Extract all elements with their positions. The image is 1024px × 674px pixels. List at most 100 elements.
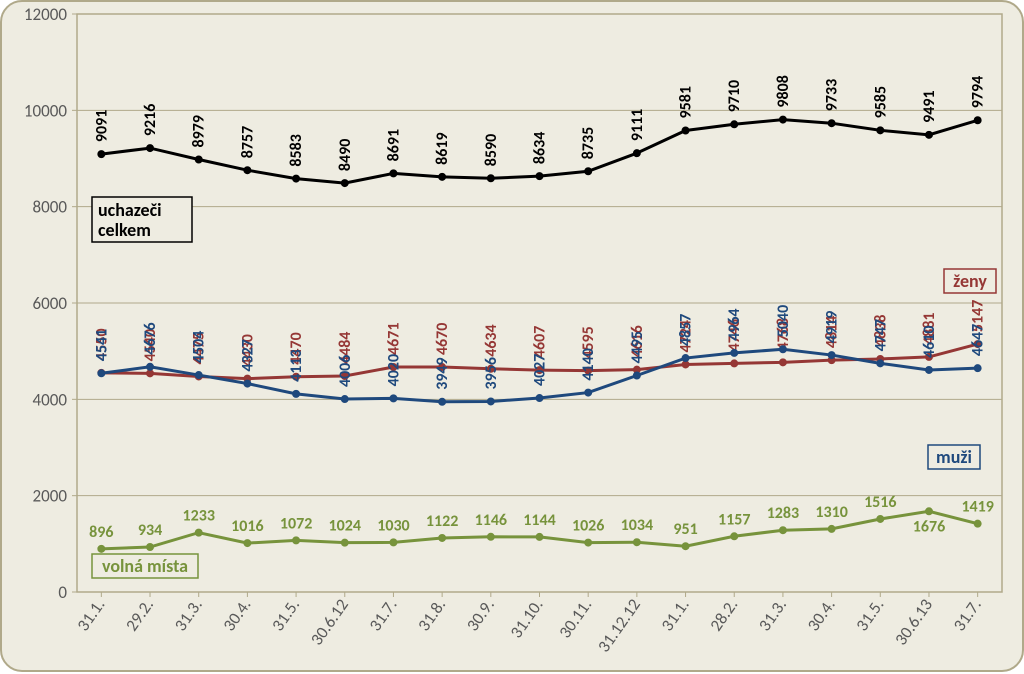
- series-point-uchazeci_celkem: [195, 156, 202, 163]
- series-point-uchazeci_celkem: [974, 117, 981, 124]
- series-point-volna_mista: [147, 544, 154, 551]
- series-point-muzi: [633, 372, 640, 379]
- series-point-volna_mista: [536, 533, 543, 540]
- data-label-uchazeci_celkem: 9733: [823, 79, 842, 111]
- data-label-zeny: 4671: [384, 323, 403, 355]
- x-tick-label: 31.8.: [413, 595, 450, 635]
- data-label-muzi: 4919: [823, 311, 842, 343]
- x-tick-label: 31.10.: [506, 595, 548, 642]
- x-tick-label: 31.3.: [170, 595, 207, 635]
- data-label-muzi: 4140: [579, 348, 598, 380]
- data-label-muzi: 4327: [238, 339, 257, 371]
- data-label-volna_mista: 1283: [767, 504, 799, 523]
- data-label-volna_mista: 896: [89, 523, 113, 542]
- data-label-muzi: 4027: [531, 354, 550, 386]
- series-point-volna_mista: [390, 539, 397, 546]
- x-tick-label: 31.5.: [851, 595, 888, 635]
- series-label-muzi: muži: [936, 446, 972, 468]
- data-label-muzi: 4504: [190, 331, 209, 363]
- data-label-muzi: 4964: [725, 308, 744, 340]
- data-label-uchazeci_celkem: 9491: [920, 90, 939, 122]
- series-point-zeny: [147, 370, 154, 377]
- data-label-volna_mista: 1144: [523, 511, 555, 530]
- series-point-uchazeci_celkem: [293, 175, 300, 182]
- series-point-muzi: [682, 355, 689, 362]
- series-point-volna_mista: [682, 543, 689, 550]
- series-point-uchazeci_celkem: [925, 131, 932, 138]
- data-label-volna_mista: 1146: [475, 511, 507, 530]
- data-label-muzi: 4006: [336, 355, 355, 387]
- series-point-volna_mista: [98, 545, 105, 552]
- data-label-volna_mista: 1516: [864, 493, 896, 512]
- series-point-muzi: [828, 352, 835, 359]
- series-point-volna_mista: [293, 537, 300, 544]
- y-tick-label: 8000: [33, 197, 68, 218]
- series-point-uchazeci_celkem: [390, 170, 397, 177]
- x-tick-label: 31.12.12: [593, 595, 645, 656]
- series-point-volna_mista: [195, 529, 202, 536]
- series-point-volna_mista: [779, 527, 786, 534]
- data-label-uchazeci_celkem: 8735: [579, 127, 598, 159]
- x-tick-label: 30.4.: [219, 595, 256, 635]
- data-label-muzi: 4495: [628, 331, 647, 363]
- data-label-zeny: 4670: [433, 323, 452, 355]
- chart-container: 02000400060008000100001200031.1.29.2.31.…: [0, 0, 1024, 672]
- series-point-uchazeci_celkem: [536, 173, 543, 180]
- data-label-uchazeci_celkem: 9808: [774, 75, 793, 107]
- y-tick-label: 10000: [24, 100, 67, 121]
- data-label-muzi: 3956: [482, 357, 501, 389]
- series-point-uchazeci_celkem: [439, 173, 446, 180]
- series-point-zeny: [779, 359, 786, 366]
- series-point-muzi: [731, 349, 738, 356]
- data-label-uchazeci_celkem: 8691: [384, 129, 403, 161]
- series-point-muzi: [244, 380, 251, 387]
- x-tick-label: 30.9.: [462, 595, 499, 635]
- series-point-muzi: [98, 370, 105, 377]
- data-label-muzi: 4747: [871, 319, 890, 351]
- series-point-muzi: [439, 398, 446, 405]
- series-point-uchazeci_celkem: [585, 168, 592, 175]
- data-label-uchazeci_celkem: 9111: [628, 109, 647, 141]
- series-point-muzi: [925, 366, 932, 373]
- series-point-uchazeci_celkem: [98, 151, 105, 158]
- series-point-uchazeci_celkem: [633, 150, 640, 157]
- series-point-volna_mista: [974, 520, 981, 527]
- data-label-uchazeci_celkem: 8634: [531, 132, 550, 164]
- series-point-muzi: [974, 365, 981, 372]
- series-label-uchazeci_celkem: uchazeči: [98, 199, 162, 221]
- data-label-muzi: 4647: [969, 324, 988, 356]
- data-label-uchazeci_celkem: 8757: [238, 126, 257, 158]
- x-tick-label: 31.5.: [267, 595, 304, 635]
- series-point-volna_mista: [877, 515, 884, 522]
- series-label-volna_mista: volná místa: [102, 555, 188, 577]
- series-point-uchazeci_celkem: [682, 127, 689, 134]
- series-point-volna_mista: [925, 508, 932, 515]
- series-point-volna_mista: [585, 539, 592, 546]
- series-point-uchazeci_celkem: [487, 175, 494, 182]
- x-tick-label: 30.4.: [803, 595, 840, 635]
- x-tick-label: 28.2.: [705, 595, 742, 635]
- series-point-uchazeci_celkem: [244, 167, 251, 174]
- data-label-uchazeci_celkem: 9710: [725, 80, 744, 112]
- data-label-muzi: 5040: [774, 305, 793, 337]
- data-label-uchazeci_celkem: 9585: [871, 86, 890, 118]
- data-label-uchazeci_celkem: 9581: [677, 86, 696, 118]
- data-label-uchazeci_celkem: 8590: [482, 134, 501, 166]
- x-tick-label: 30.6.12: [306, 595, 353, 649]
- series-point-volna_mista: [828, 525, 835, 532]
- x-tick-label: 31.7.: [365, 595, 402, 635]
- data-label-uchazeci_celkem: 8490: [336, 139, 355, 171]
- data-label-uchazeci_celkem: 8619: [433, 132, 452, 164]
- series-label-zeny: ženy: [953, 270, 987, 292]
- series-point-uchazeci_celkem: [828, 120, 835, 127]
- series-point-muzi: [536, 395, 543, 402]
- series-point-muzi: [779, 346, 786, 353]
- data-label-uchazeci_celkem: 9091: [92, 110, 111, 142]
- data-label-volna_mista: 1034: [621, 516, 653, 535]
- data-label-zeny: 4607: [531, 326, 550, 358]
- series-point-volna_mista: [244, 540, 251, 547]
- x-tick-label: 31.1.: [72, 595, 109, 635]
- data-label-volna_mista: 1016: [231, 517, 263, 536]
- data-label-muzi: 4857: [677, 314, 696, 346]
- data-label-volna_mista: 1419: [961, 498, 993, 517]
